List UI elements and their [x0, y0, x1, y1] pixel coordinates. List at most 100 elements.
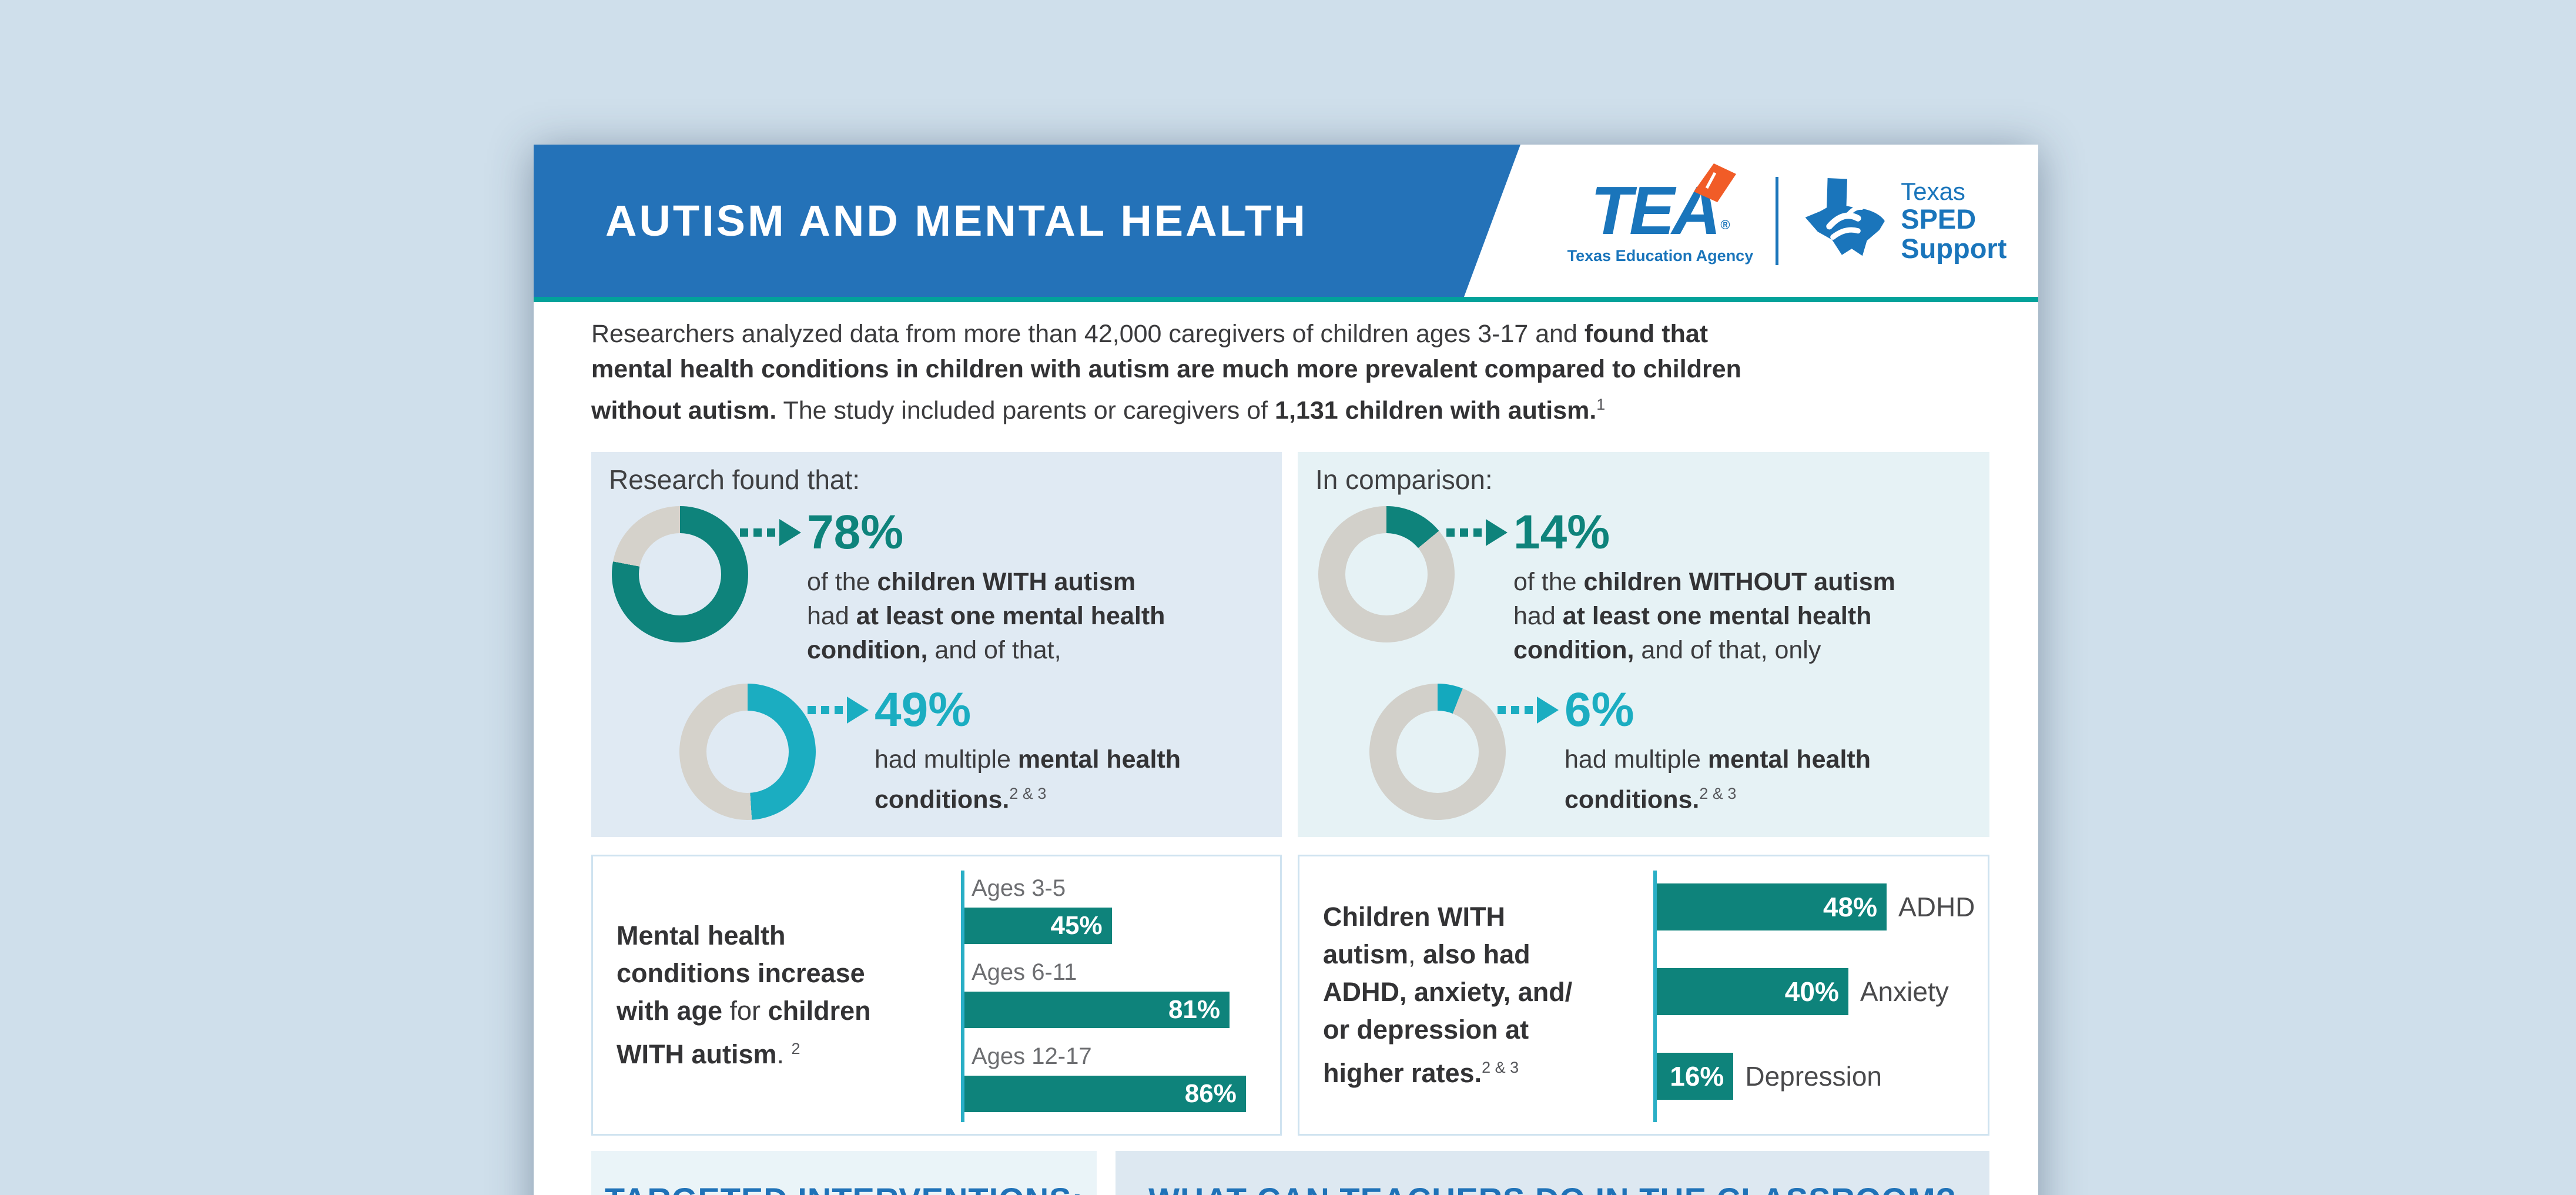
tea-name: Texas Education Agency — [1567, 247, 1754, 265]
stat-bold: condition, — [1513, 636, 1634, 664]
with-panel-heading: Research found that: — [609, 464, 860, 495]
dotted-arrow-icon — [740, 519, 801, 546]
conditions-caption: Children WITH autism, also had ADHD, anx… — [1323, 898, 1572, 1092]
dotted-arrow-icon — [1446, 519, 1508, 546]
stat-percent: 6% — [1565, 683, 1634, 737]
stat-row-14: 14% of the children WITHOUT autism had a… — [1318, 506, 1989, 667]
bar-group: 16% Depression — [1657, 1053, 1982, 1100]
caption-highlight: children — [768, 996, 871, 1026]
age-bar-chart: Ages 3-5 45% Ages 6-11 81% Ages 12-17 86% — [961, 871, 1275, 1122]
registered-mark: ® — [1720, 217, 1730, 232]
bar-category-label: Depression — [1745, 1061, 1882, 1092]
texas-state-icon — [1805, 178, 1885, 256]
tea-logo: TEA ® Texas Education Agency — [1567, 163, 1754, 265]
logo-divider — [1776, 176, 1779, 265]
stat-content: 49% had multiple mental health condition… — [808, 684, 1181, 820]
caption-highlight: autism — [1323, 939, 1409, 969]
intro-bold: found that — [1584, 320, 1709, 348]
stat-highlight: children WITHOUT autism — [1583, 568, 1895, 596]
bar-value-label: 86% — [1184, 1079, 1237, 1108]
stat-segment: of the — [807, 568, 877, 596]
stat-percent: 78% — [807, 506, 904, 559]
footnote-marker: 2 & 3 — [1482, 1059, 1519, 1076]
bar: 48% — [1657, 883, 1887, 930]
donut-chart-49 — [679, 684, 816, 820]
stat-text: had multiple mental health conditions.2 … — [1565, 742, 1871, 816]
teachers-classroom-panel: WHAT CAN TEACHERS DO IN THE CLASSROOM? — [1116, 1151, 1989, 1195]
caption-text: , — [1408, 939, 1423, 969]
footnote-marker: 2 — [791, 1040, 800, 1057]
bar: 81% — [964, 992, 1230, 1028]
donut-chart-14 — [1318, 506, 1455, 642]
stat-bold: mental health — [1707, 745, 1871, 774]
bar-category-label: Ages 12-17 — [972, 1043, 1092, 1069]
targeted-interventions-heading: TARGETED INTERVENTIONS: — [591, 1151, 1097, 1195]
caption-highlight: WITH autism — [617, 1039, 777, 1069]
stat-row-6: 6% had multiple mental health conditions… — [1369, 684, 1989, 820]
stat-highlight: children WITH autism — [877, 568, 1136, 596]
intro-text: The study included parents or caregivers… — [776, 396, 1275, 425]
header-accent-line — [534, 297, 2038, 302]
caption-highlight: Children WITH — [1323, 902, 1505, 932]
caption-bold: higher rates. — [1323, 1058, 1482, 1088]
stat-text: had multiple mental health conditions.2 … — [875, 742, 1181, 816]
teachers-classroom-heading: WHAT CAN TEACHERS DO IN THE CLASSROOM? — [1116, 1151, 1989, 1195]
intro-paragraph: Researchers analyzed data from more than… — [591, 316, 2002, 428]
stat-value-line: 14% — [1446, 508, 1895, 557]
stat-value-line: 78% — [740, 508, 1165, 557]
bar: 40% — [1657, 968, 1848, 1015]
dotted-arrow-icon — [808, 697, 869, 724]
age-chart-panel: Mental health conditions increase with a… — [591, 855, 1282, 1136]
footnote-marker: 2 & 3 — [1009, 785, 1047, 802]
stat-segment: had — [1513, 602, 1563, 630]
stat-segment: and of that, — [927, 636, 1061, 664]
bar-category-label: Anxiety — [1860, 976, 1949, 1007]
infographic-page: AUTISM AND MENTAL HEALTH TEA ® Texas Educ… — [534, 145, 2038, 1195]
bar-group: Ages 12-17 86% — [964, 1043, 1275, 1112]
stat-bold: at least one mental health — [1562, 602, 1872, 630]
footnote-marker: 1 — [1596, 396, 1606, 413]
conditions-chart-panel: Children WITH autism, also had ADHD, anx… — [1298, 855, 1989, 1136]
stat-segment: had multiple — [875, 745, 1018, 774]
bar-value-label: 48% — [1823, 892, 1878, 922]
sped-wordmark: Texas SPED Support — [1901, 179, 2006, 263]
dotted-arrow-icon — [1498, 697, 1559, 724]
tea-acronym-row: TEA ® — [1590, 163, 1736, 245]
bar-group: Ages 6-11 81% — [964, 959, 1275, 1028]
stat-value-line: 6% — [1498, 686, 1871, 734]
tea-flame-icon — [1693, 163, 1736, 202]
stat-content: 6% had multiple mental health conditions… — [1498, 684, 1871, 820]
bar: 16% — [1657, 1053, 1734, 1100]
stat-segment: had multiple — [1565, 745, 1708, 774]
caption-text: . — [776, 1039, 792, 1069]
footnote-marker: 2 & 3 — [1699, 785, 1737, 802]
stat-row-78: 78% of the children WITH autism had at l… — [612, 506, 1282, 667]
stat-bold: conditions. — [875, 785, 1010, 814]
stat-bold: condition, — [807, 636, 928, 664]
stat-bold: mental health — [1017, 745, 1181, 774]
bar-group: 48% ADHD — [1657, 883, 1982, 930]
bar: 86% — [964, 1076, 1246, 1112]
conditions-bar-chart: 48% ADHD 40% Anxiety 16% Depression — [1653, 871, 1982, 1122]
caption-bold: Mental health — [617, 920, 786, 950]
with-autism-panel: Research found that: 78% of the children… — [591, 452, 1282, 837]
stat-bold: at least one mental health — [856, 602, 1165, 630]
stat-content: 14% of the children WITHOUT autism had a… — [1446, 506, 1895, 667]
caption-text: for — [729, 996, 768, 1026]
stat-row-49: 49% had multiple mental health condition… — [679, 684, 1282, 820]
stat-segment: had — [807, 602, 856, 630]
donut-chart-78 — [612, 506, 748, 642]
bar-value-label: 45% — [1050, 911, 1103, 940]
header-title-band: AUTISM AND MENTAL HEALTH — [534, 145, 1520, 297]
caption-bold: ADHD, anxiety, and/ — [1323, 977, 1573, 1007]
bar-group: 40% Anxiety — [1657, 968, 1982, 1015]
stat-value-line: 49% — [808, 686, 1181, 734]
intro-bold: mental health conditions in children wit… — [591, 355, 1741, 383]
age-chart-caption: Mental health conditions increase with a… — [617, 917, 871, 1073]
stat-percent: 49% — [875, 683, 972, 737]
stat-text: of the children WITH autism had at least… — [807, 565, 1165, 667]
intro-bold: without autism. — [591, 396, 777, 425]
targeted-interventions-panel: TARGETED INTERVENTIONS: — [591, 1151, 1097, 1195]
bar: 45% — [964, 908, 1112, 944]
